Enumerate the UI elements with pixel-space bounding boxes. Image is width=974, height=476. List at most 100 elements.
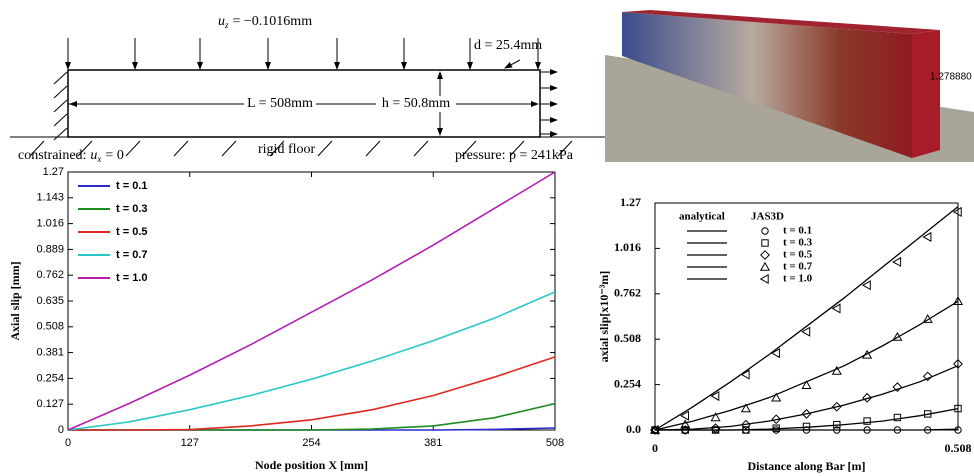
marker: [954, 426, 962, 434]
legend-label: t = 1.0: [116, 272, 148, 284]
bar-top: [622, 10, 940, 34]
wall-hatch: [53, 113, 68, 127]
floor-hatch: [77, 140, 93, 157]
load-text: = −0.1016mm: [233, 14, 313, 29]
diagram: uz = −0.1016mm d = 25.4mm L = 508mm h = 5…: [10, 14, 605, 164]
marker: [680, 410, 689, 421]
marker: [711, 426, 720, 434]
marker: [710, 412, 721, 422]
legend-label: t = 1.0: [783, 273, 813, 285]
marker: [862, 349, 873, 359]
legend-label: t = 0.3: [783, 237, 813, 249]
height-label: h = 50.8mm: [382, 96, 450, 111]
legend-label: t = 0.7: [116, 249, 148, 261]
depth-arrow: [504, 59, 521, 69]
floor-hatch: [221, 140, 237, 157]
marker: [863, 426, 871, 434]
floor-hatch: [413, 140, 429, 157]
y-tick-label: 0.254: [614, 376, 641, 390]
marker: [740, 369, 750, 380]
legend-label: t = 0.1: [116, 180, 148, 192]
marker: [831, 303, 841, 314]
y-tick-label: 0.381: [36, 347, 64, 359]
series-line: [654, 206, 959, 431]
marker: [772, 424, 780, 432]
marker: [924, 426, 932, 434]
series-line: [67, 171, 556, 431]
floor-hatch: [173, 140, 189, 157]
floor-hatch: [29, 140, 45, 157]
floor-hatch: [317, 140, 333, 157]
legend-header: analytical: [679, 211, 725, 223]
marker: [742, 426, 750, 434]
x-axis-label: Distance along Bar [m]: [747, 459, 865, 473]
x-tick-label: 0: [65, 437, 71, 449]
x-tick-label: 508: [546, 437, 564, 449]
marker: [831, 365, 842, 375]
symbol: u: [90, 148, 97, 163]
marker: [710, 390, 720, 402]
x-tick-label: 381: [424, 437, 442, 449]
y-tick-label: 0.635: [36, 295, 64, 307]
marker: [922, 313, 933, 323]
y-tick-label: 1.27: [43, 166, 64, 178]
wall-hatch: [53, 71, 68, 85]
y-tick-label: 0.889: [36, 243, 64, 255]
marker: [892, 331, 903, 341]
label-bg: [376, 96, 456, 112]
marker: [801, 380, 812, 390]
length-label: L = 508mm: [247, 96, 313, 111]
wall-hatch: [53, 85, 68, 99]
subscript: z: [224, 20, 229, 30]
marker: [802, 422, 811, 431]
marker: [952, 206, 962, 217]
bar-front: [622, 12, 912, 158]
y-tick-label: 1.27: [620, 195, 641, 209]
legend-label: t = 0.5: [783, 249, 813, 261]
render-label: 1.278880: [930, 72, 972, 83]
marker: [892, 382, 903, 393]
series-line: [654, 300, 959, 431]
x-tick-label: 127: [181, 437, 199, 449]
marker: [833, 420, 841, 429]
floor-hatch: [269, 140, 285, 157]
marker: [833, 426, 841, 434]
floor-hatch: [461, 140, 477, 157]
marker: [922, 371, 933, 382]
floor-hatch: [365, 140, 381, 157]
symbol: u: [218, 14, 225, 29]
y-tick-label: 0.254: [36, 372, 64, 384]
marker: [771, 392, 782, 402]
legend-label: t = 0.3: [116, 203, 148, 215]
legend-label: t = 0.1: [783, 225, 812, 237]
marker: [770, 348, 780, 359]
floor-hatch: [125, 140, 141, 157]
marker: [893, 413, 902, 422]
render: 1.278880: [605, 10, 974, 162]
marker: [680, 419, 691, 429]
wall-hatch: [53, 127, 68, 141]
marker: [759, 273, 769, 285]
marker: [922, 231, 932, 243]
y-tick-label: 0.762: [614, 286, 641, 300]
label-bg: [244, 96, 316, 112]
series-line: [655, 407, 959, 431]
marker: [892, 256, 902, 268]
marker: [759, 261, 771, 271]
marker: [801, 409, 812, 419]
marker: [954, 404, 962, 413]
constraint-text: constrained:: [18, 148, 86, 163]
series-line: [654, 365, 959, 431]
constraint-label: constrained: ux = 0: [18, 148, 124, 164]
y-axis-label: Axial slip [mm]: [8, 261, 22, 340]
series-line: [67, 291, 556, 431]
legend-header: JAS3D: [751, 211, 784, 223]
marker: [649, 424, 661, 434]
wall-hatch: [53, 99, 68, 113]
marker: [831, 401, 842, 412]
floor-hatch: [509, 140, 525, 157]
marker: [760, 250, 770, 260]
marker: [761, 227, 769, 235]
marker: [953, 358, 963, 369]
